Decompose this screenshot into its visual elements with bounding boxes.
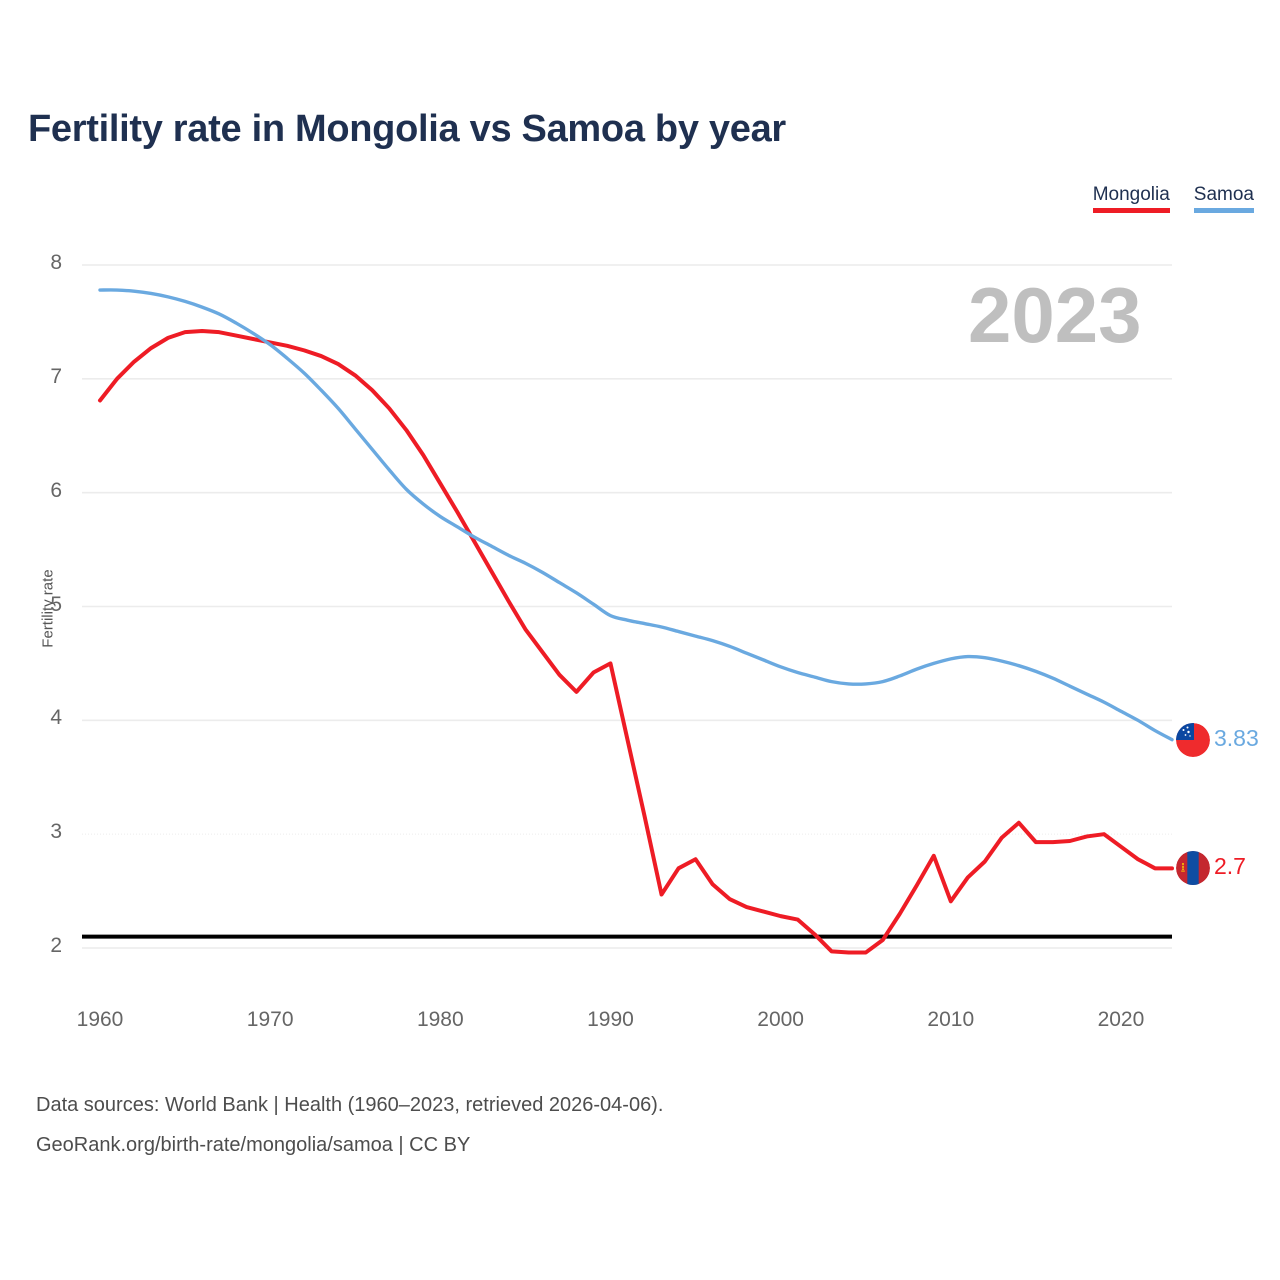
chart-legend: Mongolia Samoa: [1092, 184, 1254, 213]
legend-swatch-samoa: [1193, 208, 1254, 213]
x-tick-label: 1970: [246, 1008, 294, 1031]
series-line-mongolia: [98, 329, 1174, 955]
y-tick-label: 4: [50, 706, 62, 730]
legend-label-mongolia: Mongolia: [1092, 184, 1170, 205]
y-tick-label: 2: [50, 934, 62, 957]
y-tick-label: 3: [50, 820, 62, 844]
samoa-endpoint-value: 3.83: [1214, 724, 1259, 751]
chart-gridlines: [82, 264, 1172, 949]
legend-swatch-mongolia: [1092, 208, 1170, 213]
y-tick-label: 8: [50, 251, 62, 274]
samoa-flag-icon: [1176, 722, 1210, 757]
mongolia-flag-icon: [1176, 851, 1210, 886]
legend-label-samoa: Samoa: [1193, 184, 1254, 205]
chart-series-group: [98, 288, 1174, 955]
x-tick-label: 1960: [76, 1008, 124, 1031]
legend-item-mongolia[interactable]: Mongolia: [1092, 184, 1170, 213]
page-title: Fertility rate in Mongolia vs Samoa by y…: [28, 108, 786, 150]
legend-item-samoa[interactable]: Samoa: [1193, 184, 1254, 213]
footer-credits: Data sources: World Bank | Health (1960–…: [36, 1085, 663, 1165]
series-line-samoa: [98, 288, 1174, 742]
y-tick-label: 6: [50, 478, 62, 502]
mongolia-endpoint-value: 2.7: [1214, 853, 1246, 880]
x-tick-label: 2020: [1097, 1008, 1145, 1031]
x-tick-label: 1990: [587, 1008, 634, 1031]
footer-data-sources: Data sources: World Bank | Health (1960–…: [36, 1094, 664, 1116]
x-tick-label: 2010: [927, 1008, 975, 1031]
y-tick-label: 7: [50, 364, 62, 388]
year-watermark: 2023: [968, 271, 1142, 359]
footer-attribution: GeoRank.org/birth-rate/mongolia/samoa | …: [36, 1134, 471, 1156]
x-tick-label: 2000: [757, 1008, 804, 1031]
x-tick-label: 1980: [416, 1008, 464, 1031]
y-tick-label: 5: [50, 592, 62, 616]
